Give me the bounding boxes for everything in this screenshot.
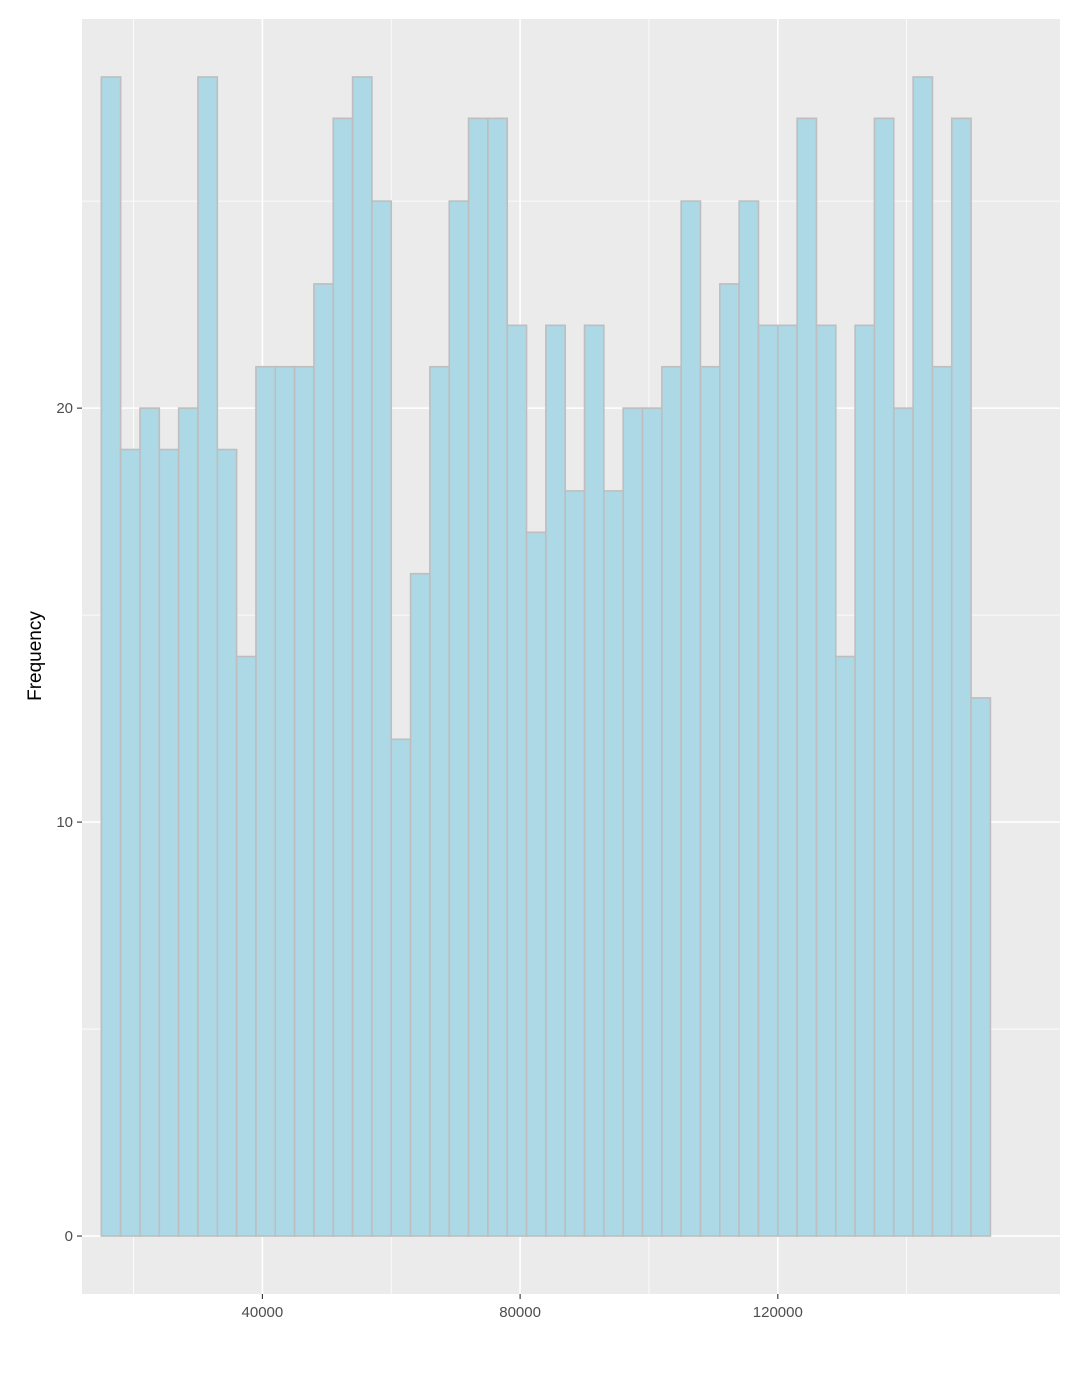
histogram-bar	[912, 76, 934, 1237]
histogram-bar	[525, 531, 547, 1237]
histogram-bar	[815, 324, 837, 1237]
histogram-bar	[216, 448, 238, 1237]
histogram-bar	[854, 324, 876, 1237]
y-axis-title: Frequency	[25, 611, 46, 701]
histogram-bar	[564, 490, 586, 1237]
histogram-bar	[119, 448, 141, 1237]
y-axis: 0 10 20	[56, 400, 82, 1245]
histogram-bar	[738, 200, 760, 1237]
histogram-bar	[100, 76, 122, 1237]
histogram-bar	[390, 738, 412, 1237]
histogram-bar	[777, 324, 798, 1237]
histogram-bar	[274, 365, 296, 1237]
histogram-bars	[100, 76, 992, 1237]
histogram-bar	[158, 448, 180, 1237]
histogram-bar	[583, 324, 605, 1237]
histogram-bar	[409, 572, 431, 1237]
histogram-bar	[931, 365, 953, 1237]
histogram-bar	[351, 76, 373, 1237]
histogram-bar	[796, 117, 818, 1237]
histogram-bar	[661, 365, 682, 1237]
histogram-bar	[873, 117, 895, 1237]
histogram-bar	[834, 655, 856, 1237]
histogram-bar	[313, 283, 335, 1237]
histogram-bar	[757, 324, 779, 1237]
histogram-bar	[506, 324, 528, 1237]
y-tick-label: 10	[56, 814, 73, 831]
x-tick-label: 120000	[753, 1304, 803, 1321]
histogram-bar	[177, 407, 199, 1237]
x-axis: 40000 80000 120000	[242, 1294, 803, 1321]
histogram-bar	[487, 117, 509, 1237]
histogram-bar	[429, 365, 451, 1237]
histogram-bar	[293, 365, 315, 1237]
histogram-bar	[467, 117, 489, 1237]
histogram-bar	[699, 365, 721, 1237]
histogram-bar	[255, 365, 277, 1237]
x-tick-label: 80000	[499, 1304, 541, 1321]
histogram-bar	[448, 200, 470, 1237]
y-tick-label: 20	[56, 400, 73, 417]
histogram-bar	[197, 76, 219, 1237]
histogram-bar	[545, 324, 567, 1237]
histogram-bar	[235, 655, 257, 1237]
histogram-bar	[641, 407, 663, 1237]
y-tick-label: 0	[65, 1228, 73, 1245]
histogram-bar	[622, 407, 644, 1237]
histogram-bar	[970, 697, 992, 1237]
histogram-bar	[332, 117, 354, 1237]
histogram-bar	[139, 407, 161, 1237]
x-tick-label: 40000	[242, 1304, 284, 1321]
histogram-bar	[892, 407, 914, 1237]
histogram-bar	[680, 200, 702, 1237]
histogram-bar	[719, 283, 740, 1237]
histogram-bar	[371, 200, 393, 1237]
histogram-bar	[950, 117, 972, 1237]
histogram-bar	[603, 490, 624, 1237]
